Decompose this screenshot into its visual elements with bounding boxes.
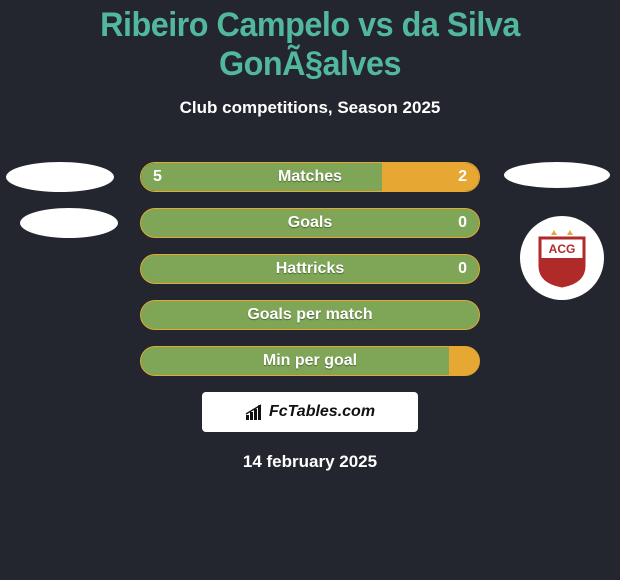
bar-track: Min per goal	[140, 346, 480, 376]
player-left-placeholder-2	[20, 208, 118, 238]
bar-track: Goals 0	[140, 208, 480, 238]
stat-label: Goals	[141, 209, 479, 237]
badge-text: ACG	[549, 242, 576, 256]
bar-track: Hattricks 0	[140, 254, 480, 284]
stat-value-right: 2	[458, 163, 467, 191]
player-right-placeholder	[504, 162, 610, 188]
club-badge: ACG	[516, 216, 604, 304]
star-icon	[567, 230, 573, 235]
stat-label: Hattricks	[141, 255, 479, 283]
shield-icon: ACG	[534, 228, 590, 288]
bar-track: 5 Matches 2	[140, 162, 480, 192]
club-badge-circle: ACG	[520, 216, 604, 300]
stat-label: Goals per match	[141, 301, 479, 329]
stat-row: Min per goal	[0, 346, 620, 376]
page-subtitle: Club competitions, Season 2025	[0, 98, 620, 118]
watermark: FcTables.com	[202, 392, 418, 432]
player-left-placeholder-1	[6, 162, 114, 192]
stat-label: Matches	[141, 163, 479, 191]
footer-date: 14 february 2025	[0, 452, 620, 472]
page-title: Ribeiro Campelo vs da Silva GonÃ§alves	[16, 0, 605, 84]
star-icon	[551, 230, 557, 235]
stat-value-right: 0	[458, 209, 467, 237]
watermark-text: FcTables.com	[269, 403, 375, 421]
bar-track: Goals per match	[140, 300, 480, 330]
stat-value-right: 0	[458, 255, 467, 283]
bars-icon	[245, 403, 265, 421]
stat-label: Min per goal	[141, 347, 479, 375]
comparison-chart: ACG 5 Matches 2 Goals 0 Hattricks 0	[0, 162, 620, 472]
stat-row: Goals per match	[0, 300, 620, 330]
